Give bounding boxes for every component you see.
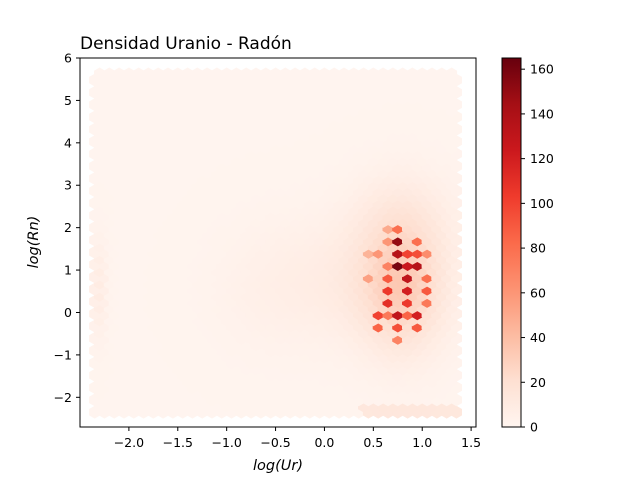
hexbin-cell bbox=[446, 67, 458, 81]
hexbin-cell bbox=[142, 67, 154, 81]
x-tick-label: 1.5 bbox=[461, 435, 481, 450]
hexbin-cell bbox=[191, 67, 203, 81]
y-tick-label: 0 bbox=[64, 305, 72, 320]
hexbin-cell bbox=[123, 67, 135, 81]
x-tick-label: 1.0 bbox=[412, 435, 432, 450]
x-axis: −2.0 −1.5 −1.0 −0.5 0.0 0.5 1.0 1.5 bbox=[114, 427, 481, 450]
y-tick-label: 1 bbox=[64, 263, 72, 278]
hexbin-cell bbox=[426, 67, 438, 81]
hexbin-cell bbox=[133, 67, 145, 81]
hexbin-cell bbox=[318, 67, 330, 81]
y-axis-label: log(Rn) bbox=[26, 216, 42, 269]
hexbin-layer bbox=[89, 67, 462, 419]
colorbar-tick-label: 100 bbox=[530, 196, 554, 211]
colorbar-tick-label: 120 bbox=[530, 151, 554, 166]
hexbin-cell bbox=[211, 67, 223, 81]
colorbar-tick-label: 140 bbox=[530, 106, 554, 121]
hexbin-cell bbox=[182, 67, 194, 81]
hexbin-cell bbox=[416, 67, 428, 81]
y-tick-label: 6 bbox=[64, 51, 72, 66]
hexbin-cell bbox=[270, 67, 282, 81]
hexbin-cell bbox=[94, 67, 106, 81]
x-tick-label: −0.5 bbox=[260, 435, 290, 450]
hexbin-cell bbox=[230, 67, 242, 81]
colorbar-tick-label: 20 bbox=[530, 375, 546, 390]
hexbin-cell bbox=[436, 67, 448, 81]
hexbin-cell bbox=[279, 67, 291, 81]
colorbar bbox=[501, 57, 522, 428]
hexbin-cell bbox=[328, 67, 340, 81]
hexbin-cell bbox=[309, 67, 321, 81]
y-tick-label: −1 bbox=[54, 347, 72, 362]
chart-title: Densidad Uranio - Radón bbox=[80, 34, 292, 54]
x-axis-label: log(Ur) bbox=[253, 458, 303, 474]
hexbin-cell bbox=[377, 67, 389, 81]
x-tick-label: −2.0 bbox=[114, 435, 144, 450]
hexbin-cell bbox=[201, 67, 213, 81]
y-tick-label: −2 bbox=[54, 390, 72, 405]
hexbin-cell bbox=[240, 67, 252, 81]
colorbar-tick-label: 160 bbox=[530, 62, 554, 77]
hexbin-cell bbox=[172, 67, 184, 81]
colorbar-tick-label: 80 bbox=[530, 241, 546, 256]
x-tick-label: −1.0 bbox=[211, 435, 241, 450]
hexbin-cell bbox=[367, 67, 379, 81]
colorbar-tick-label: 40 bbox=[530, 330, 546, 345]
hexbin-cell bbox=[250, 67, 262, 81]
y-tick-label: 4 bbox=[64, 135, 72, 150]
y-tick-label: 2 bbox=[64, 220, 72, 235]
hexbin-cell bbox=[221, 67, 233, 81]
hexbin-cell bbox=[113, 67, 125, 81]
hexbin-cell bbox=[289, 67, 301, 81]
hexbin-cell bbox=[406, 67, 418, 81]
hexbin-cell bbox=[338, 67, 350, 81]
hexbin-cell bbox=[299, 67, 311, 81]
y-axis: −2 −1 0 1 2 3 4 5 6 bbox=[54, 51, 80, 405]
hexbin-cell bbox=[348, 67, 360, 81]
colorbar-axis: 0 20 40 60 80 100 120 140 160 bbox=[521, 62, 554, 435]
y-tick-label: 3 bbox=[64, 178, 72, 193]
plot-frame bbox=[79, 57, 477, 428]
x-tick-label: −1.5 bbox=[163, 435, 193, 450]
hexbin-cell bbox=[162, 67, 174, 81]
hexbin-cell bbox=[397, 67, 409, 81]
hexbin-cell bbox=[358, 67, 370, 81]
hexbin-cell bbox=[260, 67, 272, 81]
x-tick-label: 0.5 bbox=[363, 435, 383, 450]
hexbin-cell bbox=[103, 67, 115, 81]
hexbin-cell bbox=[387, 67, 399, 81]
colorbar-tick-label: 0 bbox=[530, 420, 538, 435]
y-tick-label: 5 bbox=[64, 93, 72, 108]
x-tick-label: 0.0 bbox=[314, 435, 334, 450]
hexbin-cell bbox=[152, 67, 164, 81]
colorbar-tick-label: 60 bbox=[530, 285, 546, 300]
